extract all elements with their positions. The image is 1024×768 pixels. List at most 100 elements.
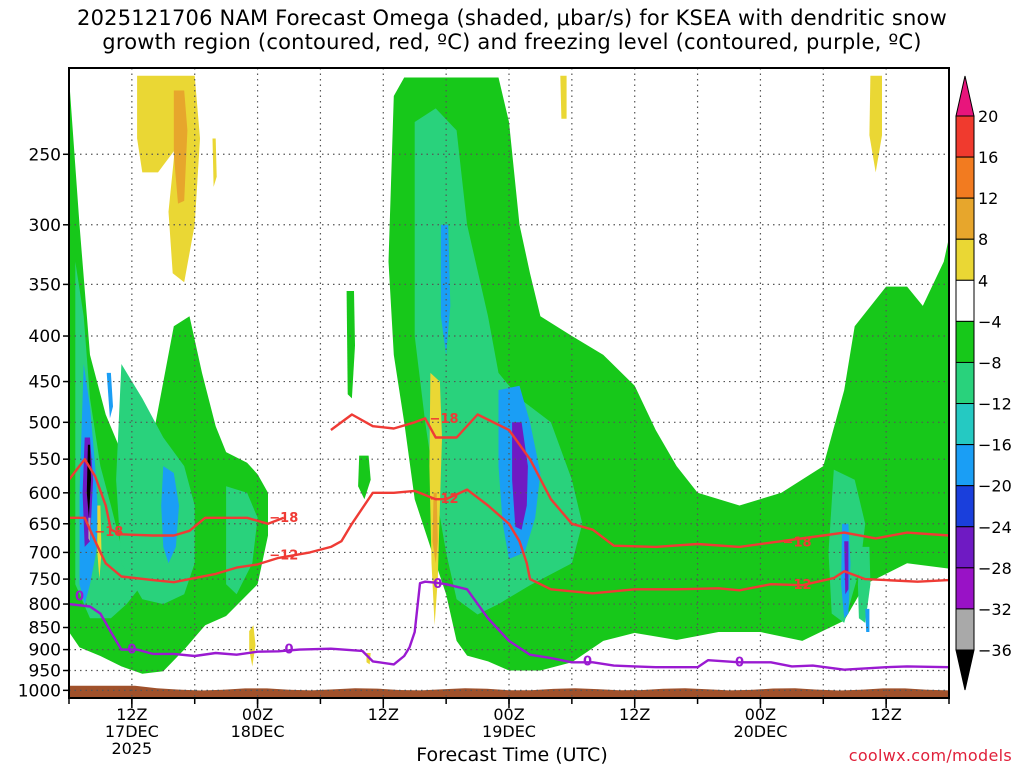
y-tick-label-850: 850 bbox=[29, 618, 61, 638]
x-tick-label-h78-line1: 12Z bbox=[870, 705, 901, 724]
dgz-minus12-label-1: −12 bbox=[430, 492, 459, 507]
omega-region-yellow-top-83 bbox=[869, 75, 882, 173]
freezing-level-label-2: 0 bbox=[284, 643, 293, 658]
omega-region-blue-mid bbox=[161, 466, 179, 564]
y-tick-label-250: 250 bbox=[29, 145, 61, 165]
omega-region-green-spike-33 bbox=[346, 291, 355, 399]
contour-lines: −18 −18 −18 −18 −12 −12 −12 0 0 0 0 0 0 bbox=[69, 412, 949, 671]
omega-region-yellow-small-19 bbox=[212, 138, 217, 187]
chart-title: 2025121706 NAM Forecast Omega (shaded, μ… bbox=[0, 6, 1024, 54]
y-tick-label-800: 800 bbox=[29, 595, 61, 615]
colorbar-label-7: −12 bbox=[978, 395, 1012, 414]
y-tick-label-450: 450 bbox=[29, 373, 61, 393]
colorbar-label-12: −32 bbox=[978, 600, 1012, 619]
colorbar-label-5: −4 bbox=[978, 312, 1002, 331]
colorbar-label-1: 16 bbox=[978, 148, 998, 167]
colorbar-band-3 bbox=[955, 197, 975, 240]
x-tick-label-h6-line2: 17DEC bbox=[105, 722, 159, 741]
dgz-minus12-label-0: −12 bbox=[269, 549, 298, 564]
dgz-minus18-label-0: −18 bbox=[94, 525, 123, 540]
freezing-level-label-0: 0 bbox=[75, 590, 84, 605]
colorbar-label-11: −28 bbox=[978, 559, 1012, 578]
y-axis: 250 300 350 400 450 500 550 600 650 700 750 800 850 9… bbox=[18, 145, 69, 701]
x-axis-title: Forecast Time (UTC) bbox=[416, 744, 608, 766]
omega-region-green-left bbox=[69, 77, 268, 674]
colorbar-label-3: 8 bbox=[978, 230, 988, 249]
dgz-minus18-line-1 bbox=[330, 413, 949, 549]
y-tick-label-350: 350 bbox=[29, 275, 61, 295]
colorbar-band-4 bbox=[955, 238, 975, 281]
dgz-minus18-label-3: −18 bbox=[783, 535, 812, 550]
colorbar-label-6: −8 bbox=[978, 353, 1002, 372]
colorbar: 20 16 12 8 4 −4 −8 −12 −16 −20 −24 −28 −32 −36 bbox=[955, 75, 1012, 691]
omega-region-teal-center bbox=[414, 108, 583, 615]
y-tick-label-750: 750 bbox=[29, 570, 61, 590]
colorbar-band-2 bbox=[955, 156, 975, 199]
y-tick-label-400: 400 bbox=[29, 327, 61, 347]
colorbar-band-9 bbox=[955, 444, 975, 487]
y-tick-label-1000: 1000 bbox=[18, 681, 61, 701]
freezing-level-label-4: 0 bbox=[583, 654, 592, 669]
colorbar-label-8: −16 bbox=[978, 436, 1012, 455]
colorbar-band-10 bbox=[955, 485, 975, 528]
colorbar-label-2: 12 bbox=[978, 189, 998, 208]
omega-region-blue-right-2 bbox=[865, 608, 870, 632]
omega-region-orange-core bbox=[173, 90, 188, 204]
y-tick-label-500: 500 bbox=[29, 413, 61, 433]
dgz-minus12-line-0 bbox=[69, 488, 949, 595]
x-tick-label-h42-line1: 00Z bbox=[493, 705, 524, 724]
y-tick-label-550: 550 bbox=[29, 450, 61, 470]
x-tick-label-h30-line1: 12Z bbox=[368, 705, 399, 724]
ground-terrain bbox=[69, 685, 949, 698]
x-tick-label-h18-line2: 18DEC bbox=[231, 722, 285, 741]
colorbar-label-13: −36 bbox=[978, 641, 1012, 660]
colorbar-band-5 bbox=[955, 279, 975, 322]
omega-region-orange-ridge-41 bbox=[432, 492, 438, 564]
freezing-level-line-0 bbox=[69, 580, 949, 671]
dgz-minus18-label-1: −18 bbox=[269, 511, 298, 526]
omega-region-yellow-sliver-9 bbox=[97, 505, 102, 580]
chart-title-line2: growth region (contoured, red, ºC) and f… bbox=[102, 30, 922, 54]
omega-region-yellow-top-left bbox=[137, 75, 185, 173]
x-tick-label-h42-line2: 19DEC bbox=[482, 722, 536, 741]
colorbar-label-10: −24 bbox=[978, 518, 1012, 537]
colorbar-label-0: 20 bbox=[978, 107, 998, 126]
colorbar-cap-top bbox=[955, 75, 975, 117]
dgz-minus12-label-2: −12 bbox=[783, 578, 812, 593]
omega-region-blue-center-upper bbox=[440, 224, 451, 355]
grid-lines bbox=[69, 68, 949, 698]
omega-shading bbox=[69, 75, 949, 674]
y-tick-label-700: 700 bbox=[29, 543, 61, 563]
chart-title-line1: 2025121706 NAM Forecast Omega (shaded, μ… bbox=[77, 6, 947, 30]
y-tick-label-950: 950 bbox=[29, 662, 61, 682]
plot-area: −18 −18 −18 −18 −12 −12 −12 0 0 0 0 0 0 bbox=[68, 67, 950, 699]
colorbar-band-11 bbox=[955, 526, 975, 569]
y-tick-label-600: 600 bbox=[29, 484, 61, 504]
colorbar-band-6 bbox=[955, 320, 975, 363]
omega-region-yellow-lower-24 bbox=[249, 625, 256, 667]
freezing-level-label-5: 0 bbox=[735, 655, 744, 670]
omega-region-blue-tick-10 bbox=[106, 372, 113, 419]
colorbar-band-8 bbox=[955, 403, 975, 446]
site-credit[interactable]: coolwx.com/models bbox=[848, 746, 1012, 765]
freezing-level-label-3: 0 bbox=[433, 577, 442, 592]
x-tick-label-h6-line3: 2025 bbox=[111, 739, 152, 758]
x-tick-label-h18-line1: 00Z bbox=[242, 705, 273, 724]
y-tick-label-650: 650 bbox=[29, 515, 61, 535]
dgz-minus18-label-2: −18 bbox=[430, 412, 459, 427]
colorbar-band-12 bbox=[955, 567, 975, 610]
colorbar-label-4: 4 bbox=[978, 271, 988, 290]
colorbar-label-9: −20 bbox=[978, 477, 1012, 496]
y-tick-label-300: 300 bbox=[29, 216, 61, 236]
freezing-level-label-1: 0 bbox=[127, 643, 136, 658]
x-tick-label-h6-line1: 12Z bbox=[116, 705, 147, 724]
y-tick-label-900: 900 bbox=[29, 641, 61, 661]
ground-layer bbox=[69, 685, 949, 698]
omega-region-purple-right bbox=[844, 541, 849, 595]
dgz-minus18-line-0 bbox=[69, 458, 285, 537]
omega-region-yellow-top-53 bbox=[560, 75, 567, 119]
x-tick-label-h66-line2: 20DEC bbox=[733, 722, 787, 741]
omega-region-green-33-34 bbox=[358, 455, 371, 500]
